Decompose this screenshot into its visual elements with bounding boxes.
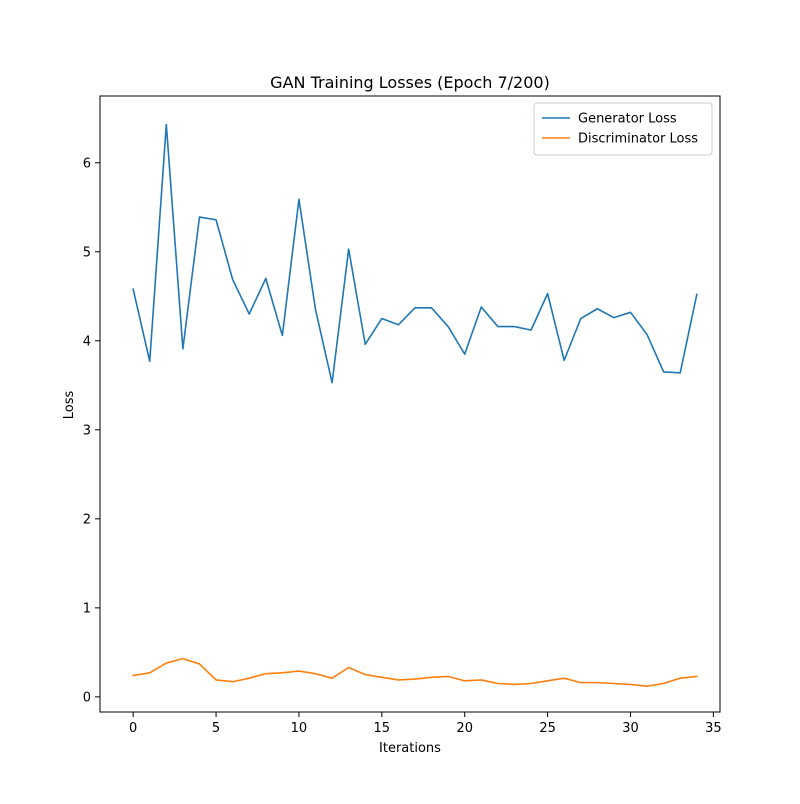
x-axis-label: Iterations	[379, 741, 441, 756]
x-tick-label: 25	[539, 721, 556, 736]
legend-label-generator-loss: Generator Loss	[578, 112, 677, 127]
x-tick-label: 0	[129, 721, 137, 736]
x-tick-label: 15	[374, 721, 391, 736]
x-tick-label: 20	[456, 721, 473, 736]
x-tick-label: 30	[622, 721, 639, 736]
y-tick-label: 0	[83, 690, 91, 705]
series-line-generator-loss	[132, 123, 698, 384]
y-tick-label: 2	[83, 512, 91, 527]
plot-frame	[99, 95, 721, 713]
y-tick-label: 5	[83, 245, 91, 260]
y-tick-label: 6	[83, 156, 91, 171]
y-tick-label: 4	[83, 334, 91, 349]
series-line-discriminator-loss	[132, 657, 698, 687]
legend-box	[533, 102, 713, 156]
y-tick-label: 1	[83, 601, 91, 616]
legend-label-discriminator-loss: Discriminator Loss	[578, 132, 698, 147]
x-tick-label: 35	[705, 721, 722, 736]
y-tick-label: 3	[83, 423, 91, 438]
plot-area: 0 5 10 15 20 25 30 35 0 1 2 3 4 5 6	[83, 95, 722, 736]
x-tick-label: 10	[291, 721, 308, 736]
chart-legend: Generator Loss Discriminator Loss	[533, 102, 713, 156]
x-tick-label: 5	[212, 721, 220, 736]
y-axis-label: Loss	[62, 391, 77, 420]
chart-title: GAN Training Losses (Epoch 7/200)	[270, 73, 550, 92]
